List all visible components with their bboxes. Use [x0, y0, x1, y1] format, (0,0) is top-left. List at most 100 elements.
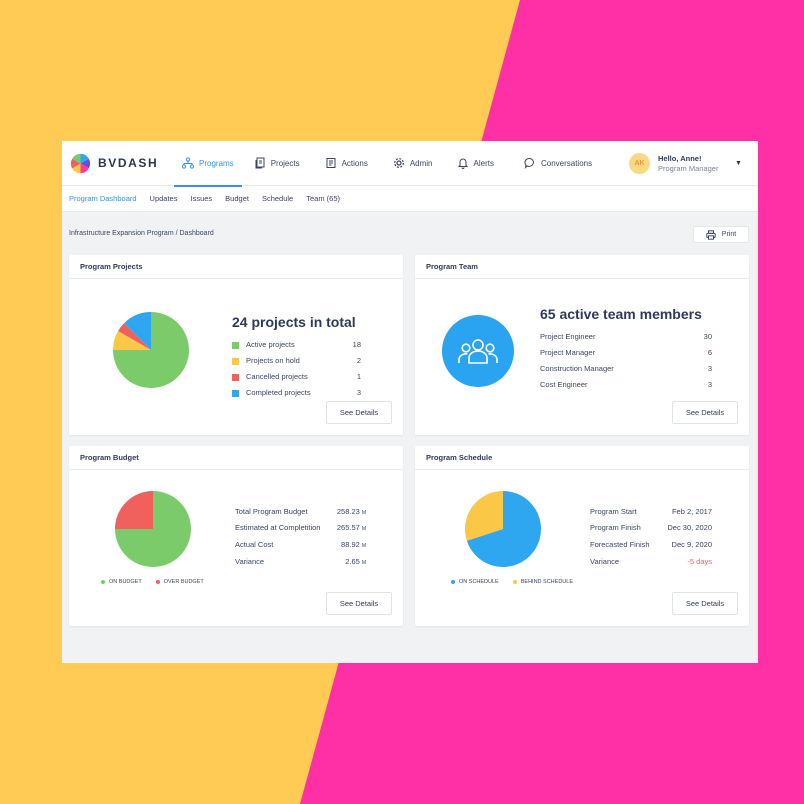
- projects-headline: 24 projects in total: [232, 314, 356, 330]
- nav-admin-label: Admin: [409, 158, 433, 168]
- schedule-value: Dec 9, 2020: [671, 540, 712, 549]
- tab-budget[interactable]: Budget: [225, 194, 249, 203]
- user-menu[interactable]: AK Hello, Anne! Program Manager ▼: [629, 141, 742, 186]
- legend-label: Projects on hold: [246, 356, 300, 365]
- caret-down-icon[interactable]: ▼: [735, 160, 742, 167]
- legend-label: Active projects: [246, 340, 295, 349]
- legend-label: ON BUDGET: [109, 579, 142, 585]
- budget-row: Total Program Budget 258.23 M: [235, 507, 366, 519]
- team-role-row: Project Manager 6: [540, 348, 712, 360]
- projects-icon: [255, 157, 265, 169]
- nav-admin[interactable]: Admin: [393, 141, 433, 186]
- tab-schedule[interactable]: Schedule: [261, 194, 294, 203]
- card-title: Program Budget: [69, 446, 403, 470]
- schedule-value: -5 days: [687, 557, 712, 566]
- budget-row: Actual Cost 88.92 M: [235, 540, 366, 552]
- role-label: Construction Manager: [540, 364, 614, 373]
- legend-swatch: [232, 390, 239, 397]
- legend-swatch: [232, 342, 239, 349]
- legend-value: 18: [352, 340, 361, 349]
- legend-label: Cancelled projects: [246, 372, 308, 381]
- avatar: AK: [629, 153, 650, 174]
- nav-projects[interactable]: Projects: [254, 141, 300, 186]
- legend-label: OVER BUDGET: [163, 579, 204, 585]
- print-label: Print: [721, 231, 737, 238]
- schedule-row: Program Finish Dec 30, 2020: [590, 523, 712, 535]
- legend-label: BEHIND SCHEDULE: [520, 579, 573, 585]
- chat-icon: [524, 157, 534, 169]
- top-navigation-bar: BVDASH Programs Projects Actions: [62, 141, 758, 187]
- schedule-value: Feb 2, 2017: [671, 507, 712, 516]
- nav-alerts-label: Alerts: [473, 158, 494, 168]
- actions-icon: [326, 158, 336, 168]
- card-title: Program Team: [415, 255, 749, 279]
- tab-issues[interactable]: Issues: [190, 194, 213, 203]
- see-details-button[interactable]: See Details: [672, 592, 738, 615]
- schedule-legend: ON SCHEDULE BEHIND SCHEDULE: [451, 579, 573, 585]
- budget-label: Estimated at Completition: [235, 523, 321, 532]
- logo[interactable]: BVDASH: [70, 153, 166, 174]
- legend-value: 2: [356, 356, 361, 365]
- schedule-label: Forecasted Finish: [590, 540, 650, 549]
- legend-label: Completed projects: [246, 388, 311, 397]
- print-button[interactable]: Print: [693, 226, 749, 243]
- schedule-label: Variance: [590, 557, 620, 566]
- bell-icon: [457, 158, 468, 169]
- schedule-row: Forecasted Finish Dec 9, 2020: [590, 540, 712, 552]
- team-avatar-circle: [442, 315, 514, 387]
- nav-actions[interactable]: Actions: [325, 141, 368, 186]
- budget-label: Actual Cost: [235, 540, 274, 549]
- tab-team[interactable]: Team (65): [306, 194, 340, 203]
- role-label: Project Manager: [540, 348, 596, 357]
- legend-value: 1: [356, 372, 361, 381]
- program-team-card: Program Team 65 active team members Proj…: [415, 255, 749, 435]
- schedule-label: Program Finish: [590, 523, 641, 532]
- legend-item: Active projects 18: [232, 340, 361, 352]
- team-role-row: Project Engineer 30: [540, 332, 712, 344]
- legend-dot: [451, 580, 455, 584]
- pie-slice-behind-schedule: [465, 491, 503, 541]
- role-count: 3: [707, 364, 712, 373]
- legend-item: Projects on hold 2: [232, 356, 361, 368]
- see-details-button[interactable]: See Details: [326, 592, 392, 615]
- nav-programs[interactable]: Programs: [174, 141, 242, 187]
- see-details-button[interactable]: See Details: [326, 401, 392, 424]
- pie-slice-on-schedule: [466, 491, 541, 567]
- team-headline: 65 active team members: [540, 306, 702, 322]
- pie-slice-over-budget: [115, 491, 153, 529]
- legend-swatch: [232, 358, 239, 365]
- projects-pie-chart: [113, 312, 189, 388]
- role-count: 30: [703, 332, 712, 341]
- role-label: Cost Engineer: [540, 380, 588, 389]
- legend-dot: [512, 580, 517, 584]
- program-schedule-card: Program Schedule ON SCHEDULE BEHIND SCHE…: [415, 446, 749, 626]
- nav-programs-label: Programs: [199, 158, 234, 168]
- nav-alerts[interactable]: Alerts: [457, 141, 494, 186]
- app-name: BVDASH: [98, 156, 159, 170]
- programs-icon: [182, 157, 194, 169]
- card-title: Program Projects: [69, 255, 403, 279]
- schedule-row: Program Start Feb 2, 2017: [590, 507, 712, 519]
- budget-value: 2.65 M: [345, 557, 366, 566]
- legend-swatch: [232, 374, 239, 381]
- team-icon: [458, 339, 498, 364]
- see-details-button[interactable]: See Details: [672, 401, 738, 424]
- budget-pie-chart: [115, 491, 191, 567]
- tab-program-dashboard[interactable]: Program Dashboard: [69, 194, 137, 203]
- legend-item: Cancelled projects 1: [232, 372, 361, 384]
- user-greeting: Hello, Anne!: [658, 153, 702, 163]
- budget-value: 88.92 M: [341, 540, 366, 549]
- breadcrumb: Infrastructure Expansion Program / Dashb…: [69, 230, 214, 237]
- program-budget-card: Program Budget ON BUDGET OVER BUDGET Tot…: [69, 446, 403, 626]
- user-role: Program Manager: [658, 163, 719, 173]
- nav-actions-label: Actions: [341, 158, 368, 168]
- nav-conversations[interactable]: Conversations: [524, 141, 592, 186]
- pie-slice-cancelled-projects: [118, 323, 151, 350]
- printer-icon: [706, 229, 716, 240]
- legend-dot: [101, 580, 105, 584]
- tab-updates[interactable]: Updates: [149, 194, 178, 203]
- card-title: Program Schedule: [415, 446, 749, 470]
- budget-legend: ON BUDGET OVER BUDGET: [101, 579, 204, 585]
- bvdash-logo-icon: [70, 153, 91, 173]
- pie-slice-projects-on-hold: [113, 331, 151, 350]
